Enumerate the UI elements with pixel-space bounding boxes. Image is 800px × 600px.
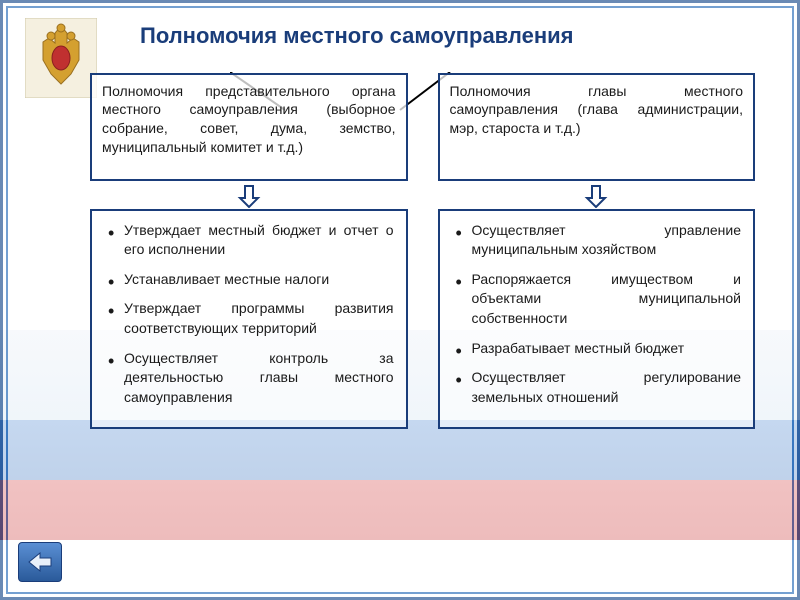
- back-button[interactable]: [18, 542, 62, 582]
- russian-emblem-icon: [25, 18, 97, 98]
- list-item: Утверждает программы развития соответств…: [102, 299, 394, 338]
- right-column: Полномочия главы местного самоуправления…: [438, 73, 756, 430]
- arrow-down-icon: [584, 184, 608, 208]
- slide-content: Полномочия местного самоуправления Полно…: [0, 0, 800, 449]
- right-list-box: Осуществляет управление муниципальным хо…: [438, 209, 756, 430]
- list-item: Осуществляет контроль за деятельностью г…: [102, 349, 394, 408]
- right-list: Осуществляет управление муниципальным хо…: [450, 221, 742, 408]
- left-header-box: Полномочия представительного органа мест…: [90, 73, 408, 181]
- left-list: Утверждает местный бюджет и отчет о его …: [102, 221, 394, 408]
- arrow-down-icon: [237, 184, 261, 208]
- list-item: Распоряжается имуществом и объектами мун…: [450, 270, 742, 329]
- list-item: Осуществляет регулирование земельных отн…: [450, 368, 742, 407]
- columns: Полномочия представительного органа мест…: [90, 73, 755, 430]
- right-header-box: Полномочия главы местного самоуправления…: [438, 73, 756, 181]
- list-item: Устанавливает местные налоги: [102, 270, 394, 290]
- left-column: Полномочия представительного органа мест…: [90, 73, 408, 430]
- list-item: Утверждает местный бюджет и отчет о его …: [102, 221, 394, 260]
- list-item: Осуществляет управление муниципальным хо…: [450, 221, 742, 260]
- list-item: Разрабатывает местный бюджет: [450, 339, 742, 359]
- left-list-box: Утверждает местный бюджет и отчет о его …: [90, 209, 408, 430]
- back-arrow-icon: [26, 551, 54, 573]
- page-title: Полномочия местного самоуправления: [140, 22, 770, 51]
